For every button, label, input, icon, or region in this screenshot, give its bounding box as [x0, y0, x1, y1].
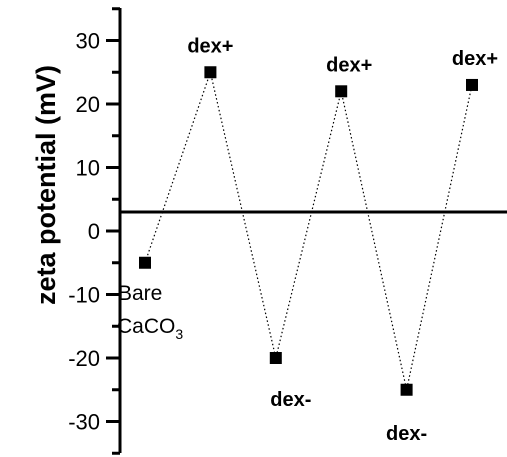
y-tick-label: -30 [68, 410, 100, 435]
data-point [400, 383, 413, 396]
data-point [269, 352, 282, 364]
annotation-label: dex+ [452, 48, 498, 70]
data-point [139, 256, 151, 269]
caco3-label: CaCO3 [117, 315, 183, 342]
y-tick-label: 20 [76, 92, 100, 117]
series-line-group [144, 70, 473, 390]
y-axis-group: 30 20 10 0 -10 -20 -30 [68, 7, 122, 455]
data-point-group [139, 66, 478, 396]
annotation-label: dex+ [187, 35, 233, 57]
annotation-label: dex+ [326, 54, 372, 76]
data-point [466, 78, 478, 91]
annotation-label: dex- [386, 423, 427, 445]
y-tick-label: 30 [76, 29, 100, 54]
y-tick-label: 0 [88, 219, 100, 244]
annotation-group: dex+ dex-dex+ dex-dex+ Bare CaCO3 [117, 35, 498, 445]
bare-label: Bare [118, 282, 162, 305]
y-axis-title: zeta potential (mV) [31, 65, 61, 305]
data-point [204, 66, 217, 79]
y-tick-label: -20 [68, 346, 100, 371]
series-line [144, 70, 473, 390]
y-tick-label: 10 [76, 156, 100, 181]
data-point [335, 85, 348, 98]
annotation-label: dex- [270, 389, 311, 411]
y-tick-label: -10 [68, 283, 100, 308]
